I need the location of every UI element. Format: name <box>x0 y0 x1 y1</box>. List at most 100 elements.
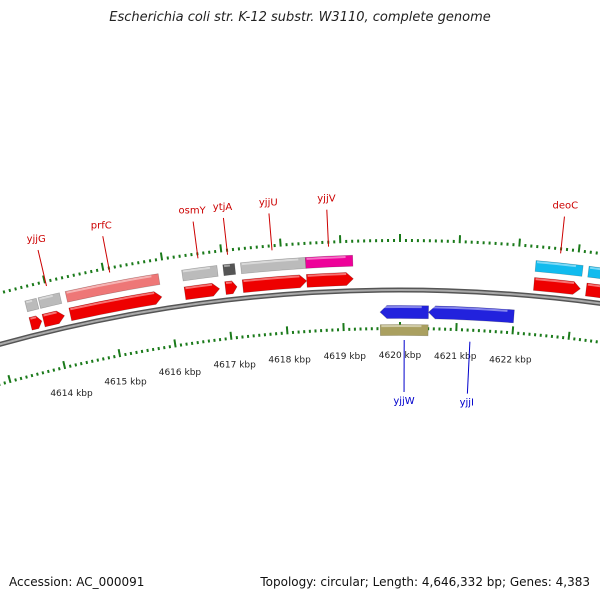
forward-tick <box>60 276 64 280</box>
reverse-tick <box>146 348 149 353</box>
reverse-tick <box>25 375 28 379</box>
genome-summary: Topology: circular; Length: 4,646,332 bp… <box>260 575 590 589</box>
reverse-tick <box>96 358 100 362</box>
gene-feature-shine <box>241 258 299 266</box>
forward-tick <box>42 275 46 284</box>
cds-feature-shine <box>307 272 347 277</box>
cds-feature-shine <box>70 292 155 311</box>
forward-tick <box>66 274 70 279</box>
forward-tick <box>72 273 76 277</box>
axis-label: 4618 kbp <box>268 355 311 365</box>
gene-label-yjjU: yjjU <box>259 197 278 208</box>
gene-feature-shine <box>223 264 231 268</box>
gene-feature-shine <box>306 255 346 260</box>
gene-feature-shine <box>536 261 577 268</box>
cds-feature-shine <box>43 311 57 317</box>
gene-label-ytjA: ytjA <box>213 202 233 213</box>
forward-tick <box>2 290 6 294</box>
gene-label-yjjV: yjjV <box>317 194 335 205</box>
reverse-tick <box>36 372 39 376</box>
cds-feature-shine <box>185 283 213 290</box>
forward-tick <box>84 271 87 275</box>
cds-feature <box>306 272 354 288</box>
gene-feature <box>240 257 307 275</box>
forward-tick <box>54 277 58 281</box>
forward-tick <box>137 261 140 265</box>
forward-tick <box>577 244 581 253</box>
cds-feature-reverse <box>379 305 429 320</box>
cds-feature <box>533 277 581 295</box>
reverse-tick <box>511 326 515 335</box>
forward-tick <box>131 262 134 266</box>
gene-label-deoC: deoC <box>552 201 578 212</box>
reverse-tick <box>62 360 67 370</box>
forward-tick <box>31 282 35 287</box>
forward-tick <box>125 263 128 267</box>
cds-feature-shine <box>30 316 37 320</box>
cds-feature-shine <box>535 278 575 285</box>
forward-tick <box>159 252 164 261</box>
gene-label-leader <box>268 213 273 251</box>
forward-tick <box>119 264 122 268</box>
reverse-tick <box>567 331 571 340</box>
reverse-tick <box>90 359 94 363</box>
reverse-tick <box>124 352 127 357</box>
reverse-tick <box>140 349 144 354</box>
gene-feature-shine <box>39 294 53 300</box>
gene-label-yjjW: yjjW <box>393 396 414 407</box>
gene-feature-shine <box>26 299 33 304</box>
axis-label: 4616 kbp <box>159 368 202 378</box>
cds-feature-shine <box>587 283 600 288</box>
reverse-tick <box>68 364 72 368</box>
forward-tick <box>25 284 29 288</box>
reverse-tick <box>129 351 133 356</box>
cds-feature-reverse-shine <box>429 306 508 312</box>
cds-feature <box>68 291 163 322</box>
genome-backbone-highlight <box>0 289 600 346</box>
reverse-tick <box>151 347 155 352</box>
reverse-tick <box>19 376 23 381</box>
axis-label: 4622 kbp <box>489 355 532 365</box>
reverse-tick <box>47 369 50 374</box>
cds-feature-reverse <box>428 305 515 324</box>
forward-tick <box>113 265 117 269</box>
forward-tick <box>20 285 23 290</box>
forward-tick <box>8 288 12 293</box>
accession-label: Accession: AC_000091 <box>9 575 145 589</box>
forward-tick <box>279 238 282 247</box>
gene-feature <box>587 265 600 279</box>
map-title: Escherichia coli str. K-12 substr. W3110… <box>109 10 491 25</box>
gene-feature-shine <box>66 275 152 294</box>
reverse-tick <box>85 360 89 365</box>
cds-feature <box>241 274 308 293</box>
axis-label: 4621 kbp <box>434 352 477 362</box>
gene-feature <box>37 292 63 309</box>
reverse-tick <box>52 368 56 372</box>
gene-feature-reverse <box>379 324 429 337</box>
gene-label-leader <box>37 249 47 287</box>
gene-label-leader <box>192 221 199 259</box>
reverse-tick <box>7 374 12 384</box>
gene-feature <box>222 263 237 277</box>
gene-label-yjjG: yjjG <box>27 234 46 245</box>
reverse-tick <box>285 326 289 335</box>
cds-feature <box>183 282 221 301</box>
reverse-tick <box>57 367 61 371</box>
forward-tick <box>100 262 105 271</box>
reverse-tick <box>135 350 138 355</box>
gene-label-leader <box>102 236 111 273</box>
gene-feature <box>181 265 219 282</box>
axis-label: 4619 kbp <box>324 352 367 362</box>
gene-feature-shine <box>589 266 600 271</box>
reverse-tick <box>107 356 111 360</box>
reverse-tick <box>102 357 105 361</box>
gene-label-leader <box>560 216 565 254</box>
cds-feature <box>41 310 65 328</box>
forward-tick <box>518 238 521 247</box>
reverse-tick <box>79 361 83 366</box>
forward-tick <box>95 268 99 273</box>
forward-tick <box>78 272 81 276</box>
forward-tick <box>14 287 17 291</box>
axis-label: 4614 kbp <box>50 389 93 399</box>
